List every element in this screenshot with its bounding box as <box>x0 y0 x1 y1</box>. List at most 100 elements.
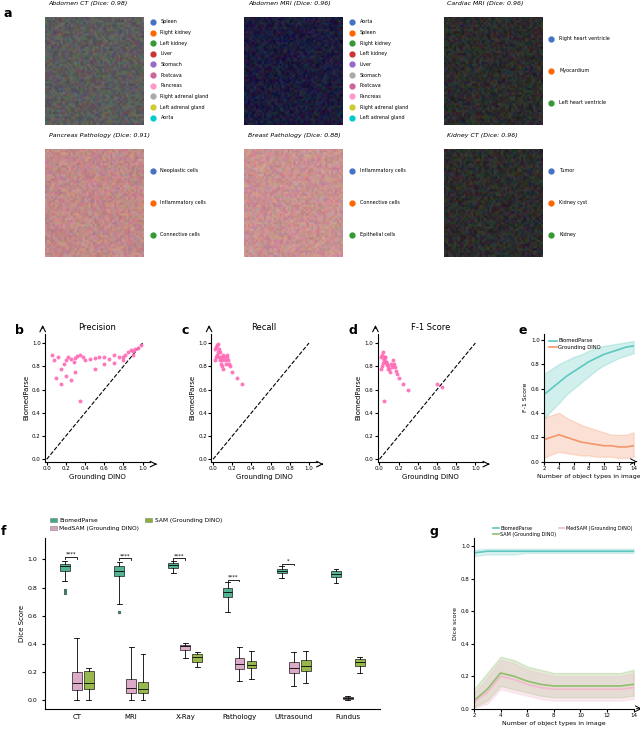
MedSAM (Grounding DINO) <box>563 685 571 694</box>
Point <box>211 351 221 363</box>
Point <box>377 348 387 360</box>
Line: SAM (Grounding DINO): SAM (Grounding DINO) <box>474 673 634 700</box>
PathPatch shape <box>72 672 82 690</box>
Point <box>224 358 234 370</box>
Point <box>392 369 402 380</box>
Text: a: a <box>4 7 12 20</box>
Y-axis label: BiomedParse: BiomedParse <box>189 375 195 420</box>
Point <box>118 351 129 363</box>
Point <box>376 363 387 374</box>
Point <box>390 362 400 374</box>
Point <box>126 344 136 356</box>
Point <box>385 366 395 378</box>
Point <box>113 351 124 363</box>
Point <box>59 358 69 370</box>
Text: c: c <box>182 324 189 336</box>
PathPatch shape <box>223 588 232 598</box>
Point <box>227 366 237 378</box>
Point <box>136 339 146 351</box>
Point <box>376 351 387 363</box>
Point <box>104 354 114 366</box>
SAM (Grounding DINO) <box>590 682 598 691</box>
BiomedParse <box>524 547 531 556</box>
Title: Precision: Precision <box>79 322 116 331</box>
Point <box>222 351 232 363</box>
Point <box>61 354 71 366</box>
Grounding DINO <box>622 442 630 451</box>
BiomedParse <box>550 547 557 556</box>
MedSAM (Grounding DINO) <box>630 683 637 692</box>
Point <box>68 356 79 368</box>
Grounding DINO <box>585 439 593 448</box>
BiomedParse <box>590 547 598 556</box>
Text: f: f <box>1 524 7 538</box>
SAM (Grounding DINO) <box>603 682 611 691</box>
PathPatch shape <box>355 659 365 665</box>
BiomedParse <box>603 547 611 556</box>
PathPatch shape <box>126 679 136 693</box>
Text: ****: **** <box>120 553 131 558</box>
Point <box>90 352 100 364</box>
Point <box>46 348 56 360</box>
Point <box>65 374 76 386</box>
Line: MedSAM (Grounding DINO): MedSAM (Grounding DINO) <box>474 676 634 702</box>
SAM (Grounding DINO) <box>563 682 571 691</box>
Text: Breast Pathology (Dice: 0.88): Breast Pathology (Dice: 0.88) <box>248 133 340 137</box>
Point <box>109 348 119 360</box>
Point <box>382 358 392 370</box>
Title: F-1 Score: F-1 Score <box>411 322 450 331</box>
SAM (Grounding DINO) <box>510 671 518 680</box>
Point <box>90 363 100 374</box>
BiomedParse <box>622 342 630 351</box>
Y-axis label: F-1 Score: F-1 Score <box>524 383 528 413</box>
X-axis label: Number of object types in image: Number of object types in image <box>502 721 605 726</box>
Point <box>51 372 61 384</box>
Point <box>232 372 242 384</box>
Point <box>80 354 90 366</box>
Point <box>379 395 389 407</box>
MedSAM (Grounding DINO) <box>524 680 531 689</box>
BiomedParse <box>607 348 615 357</box>
Text: b: b <box>15 324 24 336</box>
Point <box>379 354 389 366</box>
Text: Cardiac MRI (Dice: 0.96): Cardiac MRI (Dice: 0.96) <box>447 1 524 6</box>
Point <box>216 358 226 370</box>
BiomedParse <box>585 357 593 366</box>
Grounding DINO <box>540 435 548 444</box>
PathPatch shape <box>60 564 70 571</box>
BiomedParse <box>497 547 504 556</box>
Text: e: e <box>519 324 527 336</box>
Y-axis label: BiomedParse: BiomedParse <box>356 375 362 420</box>
PathPatch shape <box>246 661 256 668</box>
PathPatch shape <box>331 571 341 577</box>
Point <box>394 372 404 384</box>
MedSAM (Grounding DINO) <box>510 675 518 684</box>
PathPatch shape <box>180 645 190 651</box>
Text: g: g <box>429 524 438 538</box>
PathPatch shape <box>193 654 202 662</box>
MedSAM (Grounding DINO) <box>616 685 624 694</box>
Grounding DINO <box>600 442 607 451</box>
Point <box>78 351 88 363</box>
Title: Recall: Recall <box>252 322 276 331</box>
BiomedParse <box>593 354 600 363</box>
Y-axis label: Dice score: Dice score <box>453 607 458 640</box>
Text: d: d <box>348 324 357 336</box>
Point <box>128 345 138 357</box>
Point <box>221 348 232 360</box>
PathPatch shape <box>138 682 148 693</box>
Text: Pancreas Pathology (Dice: 0.91): Pancreas Pathology (Dice: 0.91) <box>49 133 150 137</box>
BiomedParse <box>630 342 637 351</box>
Point <box>56 363 66 374</box>
Point <box>120 348 131 360</box>
Point <box>398 377 408 389</box>
Point <box>403 383 413 395</box>
MedSAM (Grounding DINO) <box>497 671 504 680</box>
Point <box>70 366 81 378</box>
Point <box>214 351 224 363</box>
Point <box>84 354 95 366</box>
Point <box>72 350 83 362</box>
Point <box>216 351 226 363</box>
Point <box>387 362 397 374</box>
Point <box>49 354 60 366</box>
